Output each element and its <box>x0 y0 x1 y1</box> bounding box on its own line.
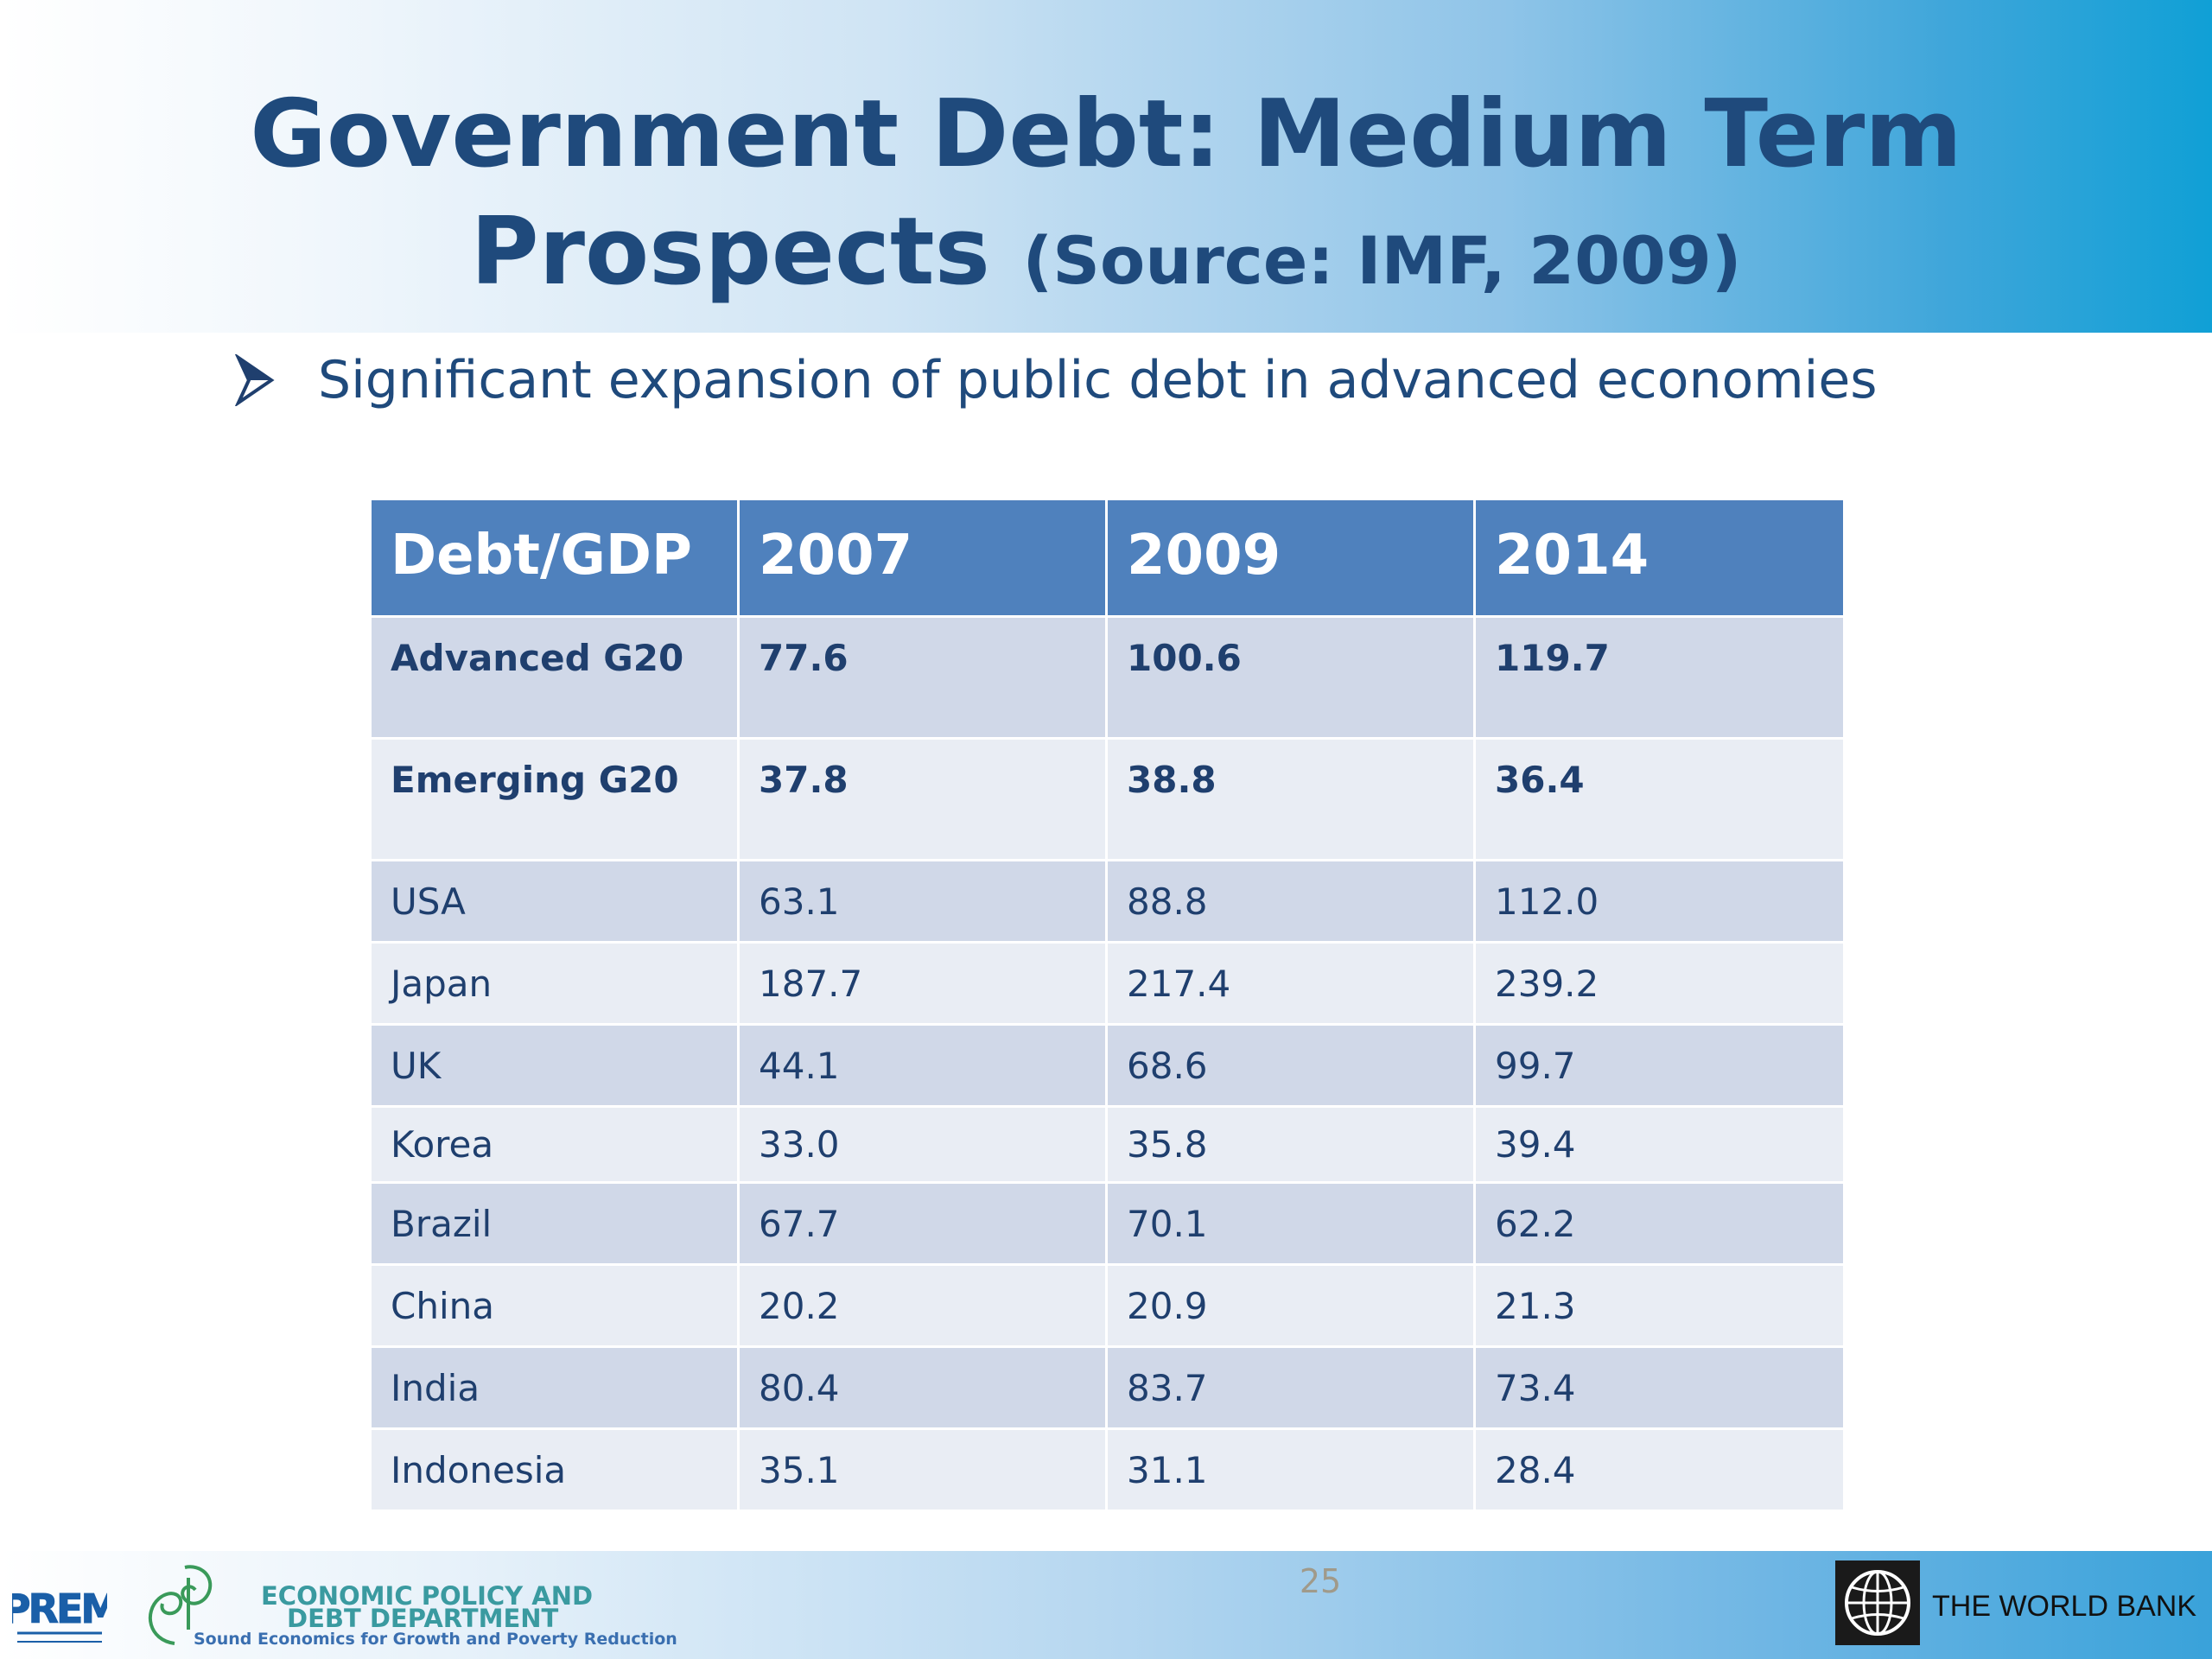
title-second: Prospects <box>470 198 1023 306</box>
table-cell: 112.0 <box>1473 859 1846 944</box>
slide-title: Government Debt: Medium Term Prospects (… <box>0 76 2212 320</box>
table-cell: 239.2 <box>1473 941 1846 1026</box>
table-cell: 88.8 <box>1105 859 1476 944</box>
table-cell: USA <box>369 859 740 944</box>
dept-name-line1: ECONOMIC POLICY AND <box>261 1581 594 1611</box>
table-header-cell: Debt/GDP <box>369 498 740 618</box>
table-cell: 37.8 <box>737 737 1108 861</box>
table-row: Brazil 67.7 70.1 62.2 <box>369 1181 1846 1266</box>
table-row: Japan 187.7 217.4 239.2 <box>369 941 1846 1026</box>
prem-logo-icon: PREM <box>12 1586 107 1643</box>
table-cell: 35.1 <box>737 1427 1108 1512</box>
table-cell: 68.6 <box>1105 1023 1476 1108</box>
table-cell: 217.4 <box>1105 941 1476 1026</box>
table-cell: 73.4 <box>1473 1345 1846 1430</box>
arrow-bullet-icon <box>235 354 275 406</box>
bullet-text: Significant expansion of public debt in … <box>318 350 1878 410</box>
title-source: (Source: IMF, 2009) <box>1022 222 1742 299</box>
title-main: Government Debt: Medium Term <box>250 80 1962 188</box>
table-cell: 21.3 <box>1473 1263 1846 1348</box>
table-cell: 80.4 <box>737 1345 1108 1430</box>
table-cell: China <box>369 1263 740 1348</box>
table-cell: Japan <box>369 941 740 1026</box>
table-cell: 187.7 <box>737 941 1108 1026</box>
page-number: 25 <box>1299 1562 1342 1600</box>
table-cell: UK <box>369 1023 740 1108</box>
table-row: Indonesia 35.1 31.1 28.4 <box>369 1427 1846 1512</box>
table-cell: India <box>369 1345 740 1430</box>
table-header-cell: 2007 <box>737 498 1108 618</box>
world-bank-wordmark: THE WORLD BANK <box>1932 1590 2197 1623</box>
table-row: USA 63.1 88.8 112.0 <box>369 859 1846 944</box>
table-cell: 70.1 <box>1105 1181 1476 1266</box>
table-cell: 28.4 <box>1473 1427 1846 1512</box>
dept-tagline: Sound Economics for Growth and Poverty R… <box>194 1630 677 1649</box>
header-band <box>0 0 2212 333</box>
table-cell: 31.1 <box>1105 1427 1476 1512</box>
table-cell: Indonesia <box>369 1427 740 1512</box>
table-cell: 44.1 <box>737 1023 1108 1108</box>
table-cell: Emerging G20 <box>369 737 740 861</box>
table-cell: 20.2 <box>737 1263 1108 1348</box>
epdd-logo-icon <box>148 1565 213 1645</box>
table-cell: 62.2 <box>1473 1181 1846 1266</box>
table-header-row: Debt/GDP 2007 2009 2014 <box>369 498 1846 618</box>
table-cell: 100.6 <box>1105 615 1476 740</box>
table-cell: 20.9 <box>1105 1263 1476 1348</box>
world-bank-globe-icon <box>1835 1560 1920 1645</box>
debt-table-container: Debt/GDP 2007 2009 2014 Advanced G20 77.… <box>369 498 1846 1512</box>
table-row: Advanced G20 77.6 100.6 119.7 <box>369 615 1846 740</box>
table-row: India 80.4 83.7 73.4 <box>369 1345 1846 1430</box>
table-cell: 33.0 <box>737 1105 1108 1184</box>
dept-name-line2: DEBT DEPARTMENT <box>287 1604 559 1633</box>
table-row: China 20.2 20.9 21.3 <box>369 1263 1846 1348</box>
table-row: Korea 33.0 35.8 39.4 <box>369 1105 1846 1184</box>
table-header-cell: 2014 <box>1473 498 1846 618</box>
bullet-item: Significant expansion of public debt in … <box>235 346 1878 415</box>
table-cell: 39.4 <box>1473 1105 1846 1184</box>
prem-logo-text: PREM <box>12 1586 107 1632</box>
table-cell: 77.6 <box>737 615 1108 740</box>
debt-gdp-table: Debt/GDP 2007 2009 2014 Advanced G20 77.… <box>369 498 1846 1512</box>
table-cell: 63.1 <box>737 859 1108 944</box>
table-row: Emerging G20 37.8 38.8 36.4 <box>369 737 1846 861</box>
table-cell: 119.7 <box>1473 615 1846 740</box>
table-cell: 36.4 <box>1473 737 1846 861</box>
table-cell: Advanced G20 <box>369 615 740 740</box>
table-cell: 35.8 <box>1105 1105 1476 1184</box>
table-cell: 38.8 <box>1105 737 1476 861</box>
table-row: UK 44.1 68.6 99.7 <box>369 1023 1846 1108</box>
table-cell: Brazil <box>369 1181 740 1266</box>
table-cell: 67.7 <box>737 1181 1108 1266</box>
table-header-cell: 2009 <box>1105 498 1476 618</box>
table-cell: Korea <box>369 1105 740 1184</box>
table-cell: 99.7 <box>1473 1023 1846 1108</box>
table-cell: 83.7 <box>1105 1345 1476 1430</box>
